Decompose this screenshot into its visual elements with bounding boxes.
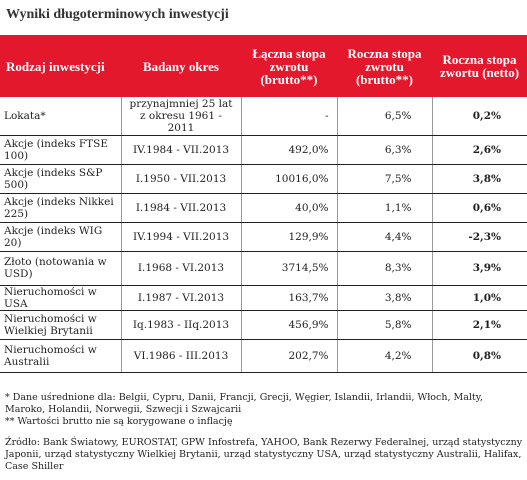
footnote-gross: ** Wartości brutto nie są korygowane o i…: [5, 416, 233, 427]
cell-investment-type: Złoto (notowania w USD): [0, 251, 121, 286]
footnotes: * Dane uśrednione dla: Belgii, Cypru, Da…: [5, 392, 525, 428]
cell-period: I.1968 - VI.2013: [120, 251, 241, 286]
sources-note: Źródło: Bank Światowy, EUROSTAT, GPW Inf…: [5, 437, 523, 472]
cell-investment-type: Lokata*: [0, 97, 121, 136]
cell-total-return: -: [240, 97, 337, 136]
header-annual-gross: Roczna stopa zwrotu (brutto**): [337, 35, 432, 97]
cell-investment-type: Nieruchomości w Wielkiej Brytanii: [0, 310, 121, 340]
cell-annual-net: 0,2%: [431, 97, 527, 136]
cell-period: IV.1994 - VII.2013: [120, 222, 241, 252]
cell-annual-gross: 3,8%: [336, 285, 432, 311]
cell-annual-net: -2,3%: [431, 222, 527, 252]
table-body: Lokata* przynajmniej 25 lat z okresu 1961…: [0, 97, 527, 373]
cell-investment-type: Nieruchomości w Australii: [0, 339, 121, 373]
cell-annual-net: 2,1%: [431, 310, 527, 340]
cell-annual-net: 2,6%: [431, 135, 527, 165]
cell-annual-gross: 8,3%: [336, 251, 432, 286]
header-total: Łączna stopa zwrotu (brutto**): [241, 35, 337, 97]
cell-total-return: 3714,5%: [240, 251, 337, 286]
header-annual-net: Roczna stopa zwortu (netto): [432, 35, 527, 97]
cell-annual-gross: 1,1%: [336, 193, 432, 223]
cell-annual-gross: 7,5%: [336, 164, 432, 194]
table-row: Nieruchomości w Australii VI.1986 - III.2…: [0, 339, 527, 373]
cell-period: I.1987 - VI.2013: [120, 285, 241, 311]
cell-annual-gross: 5,8%: [336, 310, 432, 340]
cell-period: I.1950 - VII.2013: [120, 164, 241, 194]
cell-period: I.1984 - VII.2013: [120, 193, 241, 223]
cell-investment-type: Akcje (indeks WIG 20): [0, 222, 121, 252]
table-row: Nieruchomości w USA I.1987 - VI.2013 163,7…: [0, 285, 527, 311]
cell-annual-net: 3,8%: [431, 164, 527, 194]
table-row: Akcje (indeks WIG 20) IV.1994 - VII.2013 1…: [0, 222, 527, 252]
table-row: Akcje (indeks Nikkei 225) I.1984 - VII.20…: [0, 193, 527, 223]
cell-annual-net: 1,0%: [431, 285, 527, 311]
cell-investment-type: Akcje (indeks Nikkei 225): [0, 193, 121, 223]
cell-total-return: 492,0%: [240, 135, 337, 165]
investment-table: Rodzaj inwestycji Badany okres Łączna st…: [0, 35, 527, 373]
header-type: Rodzaj inwestycji: [0, 35, 121, 97]
cell-annual-gross: 4,2%: [336, 339, 432, 373]
cell-investment-type: Nieruchomości w USA: [0, 285, 121, 311]
cell-investment-type: Akcje (indeks S&P 500): [0, 164, 121, 194]
cell-annual-net: 0,6%: [431, 193, 527, 223]
table-row: Lokata* przynajmniej 25 lat z okresu 1961…: [0, 97, 527, 136]
cell-total-return: 40,0%: [240, 193, 337, 223]
cell-period: Iq.1983 - IIq.2013: [120, 310, 241, 340]
cell-total-return: 10016,0%: [240, 164, 337, 194]
footnote-deposit: * Dane uśrednione dla: Belgii, Cypru, Da…: [5, 392, 483, 415]
cell-annual-net: 0,8%: [431, 339, 527, 373]
cell-period: IV.1984 - VII.2013: [120, 135, 241, 165]
page-title: Wyniki długoterminowych inwestycji: [6, 7, 229, 22]
cell-annual-gross: 6,5%: [336, 97, 432, 136]
table-row: Złoto (notowania w USD) I.1968 - VI.2013 3…: [0, 251, 527, 286]
cell-investment-type: Akcje (indeks FTSE 100): [0, 135, 121, 165]
cell-total-return: 163,7%: [240, 285, 337, 311]
cell-total-return: 202,7%: [240, 339, 337, 373]
table-row: Akcje (indeks FTSE 100) IV.1984 - VII.201…: [0, 135, 527, 165]
cell-annual-gross: 6,3%: [336, 135, 432, 165]
table-header-row: Rodzaj inwestycji Badany okres Łączna st…: [0, 35, 527, 97]
table-row: Akcje (indeks S&P 500) I.1950 - VII.2013 1…: [0, 164, 527, 194]
cell-annual-net: 3,9%: [431, 251, 527, 286]
cell-period: VI.1986 - III.2013: [120, 339, 241, 373]
header-period: Badany okres: [121, 35, 241, 97]
cell-total-return: 129,9%: [240, 222, 337, 252]
cell-period: przynajmniej 25 lat z okresu 1961 - 2011: [120, 97, 241, 136]
table-row: Nieruchomości w Wielkiej Brytanii Iq.1983…: [0, 310, 527, 340]
cell-total-return: 456,9%: [240, 310, 337, 340]
cell-annual-gross: 4,4%: [336, 222, 432, 252]
